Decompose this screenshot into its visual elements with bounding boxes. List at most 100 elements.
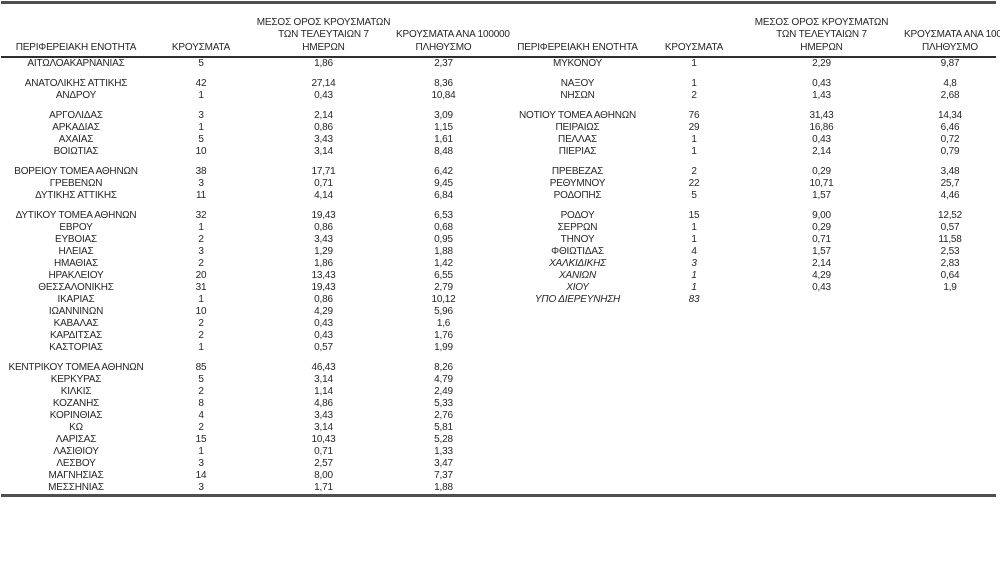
per100k-cell-right: 2,68 <box>940 90 960 101</box>
region-cell-right: ΠΙΕΡΙΑΣ <box>558 146 597 157</box>
per100k-cell-right <box>904 482 996 496</box>
cases-cell-left: 3 <box>198 178 204 189</box>
avg7-cell-left: 13,43 <box>311 270 336 281</box>
per100k-cell-left: 0,95 <box>434 234 453 245</box>
avg7-cell-left: 19,43 <box>311 210 336 221</box>
region-cell-left: ΚΙΛΚΙΣ <box>60 386 92 397</box>
header-row: ΠΕΡΙΦΕΡΕΙΑΚΗ ΕΝΟΤΗΤΑ ΚΡΟΥΣΜΑΤΑ ΜΕΣΟΣ ΟΡΟ… <box>1 2 1000 58</box>
cases-cell-right: 1 <box>691 134 697 145</box>
avg7-cell-right <box>739 410 904 422</box>
table-row: ΚΟΖΑΝΗΣ 8 4,86 5,33 <box>1 398 996 410</box>
region-cell-left: ΚΑΣΤΟΡΙΑΣ <box>49 342 103 353</box>
gap-cell <box>491 210 506 222</box>
header-cases-left: ΚΡΟΥΣΜΑΤΑ <box>151 2 251 58</box>
per100k-cell-right <box>904 362 996 374</box>
gap-cell <box>491 434 506 446</box>
avg7-cell-left: 1,29 <box>314 246 333 257</box>
region-cell-right <box>506 374 649 386</box>
cases-cell-right: 29 <box>688 122 700 133</box>
cases-cell-right <box>649 458 739 470</box>
gap-cell <box>491 178 506 190</box>
per100k-cell-left: 10,12 <box>431 294 456 305</box>
gap-cell <box>491 386 506 398</box>
spacer-cell <box>904 102 996 110</box>
region-cell-right: ΠΡΕΒΕΖΑΣ <box>551 166 604 177</box>
table-row: ΑΡΓΟΛΙΔΑΣ 3 2,14 3,09 ΝΟΤΙΟΥ ΤΟΜΕΑ ΑΘΗΝΩΝ 76 3… <box>1 110 996 122</box>
cases-cell-right: 1 <box>691 58 697 69</box>
cases-cell-right: 2 <box>691 166 697 177</box>
avg7-cell-right <box>739 330 904 342</box>
spacer-cell <box>739 102 904 110</box>
region-cell-left: ΚΕΡΚΥΡΑΣ <box>50 374 102 385</box>
gap-cell <box>491 294 506 306</box>
header-avg7-line2: ΤΩΝ ΤΕΛΕΥΤΑΙΩΝ 7 <box>278 29 369 40</box>
per100k-cell-left: 6,84 <box>434 190 453 201</box>
avg7-cell-left: 4,29 <box>314 306 333 317</box>
gap-cell <box>491 482 506 496</box>
cases-cell-right: 1 <box>691 78 697 89</box>
header-cases-label: ΚΡΟΥΣΜΑΤΑ <box>171 41 231 53</box>
table-row: ΚΙΛΚΙΣ 2 1,14 2,49 <box>1 386 996 398</box>
per100k-cell-left: 6,42 <box>434 166 453 177</box>
spacer-row <box>1 354 996 362</box>
avg7-cell-left: 3,14 <box>314 422 333 433</box>
spacer-cell <box>649 102 739 110</box>
table-row: ΒΟΙΩΤΙΑΣ 10 3,14 8,48 ΠΙΕΡΙΑΣ 1 2,14 0,79 <box>1 146 996 158</box>
spacer-cell <box>396 202 491 210</box>
avg7-cell-left: 1,14 <box>314 386 333 397</box>
per100k-cell-right: 12,52 <box>937 210 963 221</box>
table-row: ΑΙΤΩΛΟΑΚΑΡΝΑΝΙΑΣ 5 1,86 2,37 ΜΥΚΟΝΟΥ 1 2,29 9,8… <box>1 57 996 70</box>
region-cell-right <box>506 398 649 410</box>
region-cell-left: ΑΙΤΩΛΟΑΚΑΡΝΑΝΙΑΣ <box>27 58 125 69</box>
region-cell-left: ΚΟΡΙΝΘΙΑΣ <box>49 410 103 421</box>
per100k-cell-right: 11,58 <box>938 234 962 245</box>
region-cell-left: ΙΚΑΡΙΑΣ <box>57 294 95 305</box>
per100k-cell-right: 0,72 <box>940 134 960 145</box>
spacer-cell <box>649 354 739 362</box>
table-row: ΓΡΕΒΕΝΩΝ 3 0,71 9,45 ΡΕΘΥΜΝΟΥ 22 10,71 25,7 <box>1 178 996 190</box>
cases-cell-left: 4 <box>198 410 204 421</box>
cases-cell-right: 15 <box>688 210 700 221</box>
per100k-cell-right: 1,9 <box>943 282 957 293</box>
region-cell-left: ΚΕΝΤΡΙΚΟΥ ΤΟΜΕΑ ΑΘΗΝΩΝ <box>8 362 144 373</box>
per100k-cell-left: 1,61 <box>434 134 453 145</box>
region-cell-left: ΘΕΣΣΑΛΟΝΙΚΗΣ <box>38 282 114 293</box>
avg7-cell-right <box>739 374 904 386</box>
spacer-cell <box>904 354 996 362</box>
avg7-cell-right: 2,14 <box>812 146 831 157</box>
header-region-label: ΠΕΡΙΦΕΡΕΙΑΚΗ ΕΝΟΤΗΤΑ <box>15 41 137 53</box>
spacer-cell <box>251 354 396 362</box>
spacer-cell <box>151 202 251 210</box>
cases-cell-left: 11 <box>196 190 206 201</box>
region-cell-left: ΚΩ <box>69 422 83 433</box>
table-row: ΑΝΑΤΟΛΙΚΗΣ ΑΤΤΙΚΗΣ 42 27,14 8,36 ΝΑΞΟΥ 1 0,43 4… <box>1 78 996 90</box>
spacer-cell <box>396 158 491 166</box>
avg7-cell-right: 16,86 <box>809 122 834 133</box>
region-cell-right <box>506 330 649 342</box>
per100k-cell-right <box>904 458 996 470</box>
spacer-cell <box>1 70 151 78</box>
table-row: ΜΕΣΣΗΝΙΑΣ 3 1,71 1,88 <box>1 482 996 496</box>
region-cell-left: ΑΝΔΡΟΥ <box>55 90 97 101</box>
gap-cell <box>491 306 506 318</box>
per100k-cell-right: 25,7 <box>940 178 960 189</box>
gap-cell <box>491 470 506 482</box>
header-region-label: ΠΕΡΙΦΕΡΕΙΑΚΗ ΕΝΟΤΗΤΑ <box>517 41 638 53</box>
per100k-cell-right: 3,48 <box>940 166 960 177</box>
spacer-cell <box>506 102 649 110</box>
spacer-cell <box>151 102 251 110</box>
avg7-cell-right: 0,71 <box>812 234 831 245</box>
spacer-cell <box>506 202 649 210</box>
region-cell-right <box>506 386 649 398</box>
gap-cell <box>491 398 506 410</box>
table-row: ΘΕΣΣΑΛΟΝΙΚΗΣ 31 19,43 2,79 ΧΙΟΥ 1 0,43 1,9 <box>1 282 996 294</box>
region-cell-right <box>506 362 649 374</box>
avg7-cell-right <box>739 422 904 434</box>
spacer-cell <box>1 158 151 166</box>
table-row: ΑΧΑΪΑΣ 5 3,43 1,61 ΠΕΛΛΑΣ 1 0,43 0,72 <box>1 134 996 146</box>
per100k-cell-right <box>904 306 996 318</box>
region-cell-left: ΛΑΡΙΣΑΣ <box>55 434 97 445</box>
region-cell-right <box>506 446 649 458</box>
region-cell-right: ΡΕΘΥΜΝΟΥ <box>549 178 606 189</box>
avg7-cell-left: 4,86 <box>314 398 333 409</box>
